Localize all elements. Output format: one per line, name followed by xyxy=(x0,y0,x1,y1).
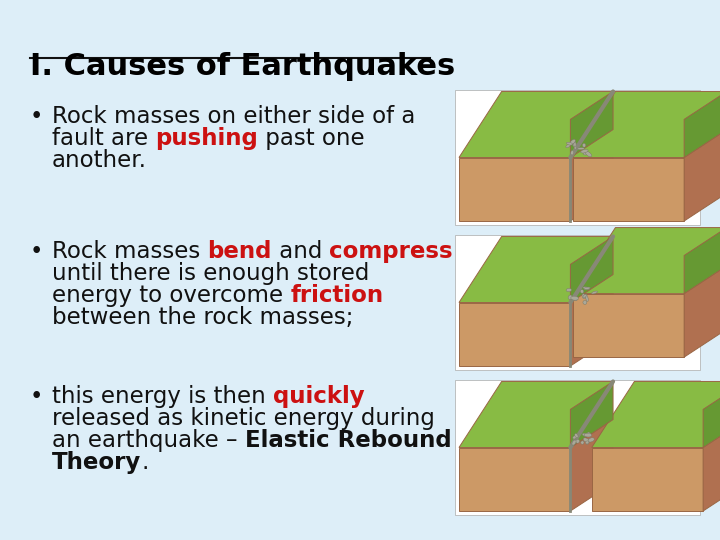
Ellipse shape xyxy=(583,438,589,442)
Ellipse shape xyxy=(582,143,586,147)
Ellipse shape xyxy=(583,294,587,298)
FancyBboxPatch shape xyxy=(455,235,700,370)
Ellipse shape xyxy=(583,153,587,155)
Polygon shape xyxy=(459,448,570,511)
Ellipse shape xyxy=(572,436,577,439)
Ellipse shape xyxy=(576,440,580,443)
Polygon shape xyxy=(703,420,720,511)
Ellipse shape xyxy=(584,287,590,289)
Polygon shape xyxy=(570,237,613,302)
Text: .: . xyxy=(141,451,148,474)
Ellipse shape xyxy=(585,294,588,301)
Ellipse shape xyxy=(587,438,590,444)
Polygon shape xyxy=(570,91,613,158)
Polygon shape xyxy=(703,381,720,448)
Polygon shape xyxy=(684,130,720,221)
Polygon shape xyxy=(573,158,684,221)
Polygon shape xyxy=(459,237,613,302)
Text: another.: another. xyxy=(52,149,147,172)
Ellipse shape xyxy=(574,142,576,147)
Ellipse shape xyxy=(580,289,584,293)
Text: until there is enough stored: until there is enough stored xyxy=(52,262,369,285)
Ellipse shape xyxy=(575,434,578,438)
Text: bend: bend xyxy=(207,240,272,263)
Text: I. Causes of Earthquakes: I. Causes of Earthquakes xyxy=(30,52,455,81)
Ellipse shape xyxy=(588,438,594,442)
Text: Elastic Rebound: Elastic Rebound xyxy=(245,429,451,452)
Ellipse shape xyxy=(582,294,585,299)
Polygon shape xyxy=(570,420,613,511)
Ellipse shape xyxy=(566,288,572,292)
Text: released as kinetic energy during: released as kinetic energy during xyxy=(52,407,435,430)
Ellipse shape xyxy=(572,440,576,445)
Ellipse shape xyxy=(570,139,575,144)
Text: Rock masses on either side of a: Rock masses on either side of a xyxy=(52,105,415,128)
Ellipse shape xyxy=(588,432,590,437)
Ellipse shape xyxy=(567,142,572,145)
Polygon shape xyxy=(684,91,720,158)
Ellipse shape xyxy=(573,141,576,146)
Ellipse shape xyxy=(585,151,592,157)
Text: an earthquake –: an earthquake – xyxy=(52,429,245,452)
Ellipse shape xyxy=(583,287,590,289)
Text: Rock masses: Rock masses xyxy=(52,240,207,263)
Polygon shape xyxy=(459,91,613,158)
Text: friction: friction xyxy=(290,284,384,307)
Ellipse shape xyxy=(577,147,585,150)
Text: •: • xyxy=(30,105,43,128)
Ellipse shape xyxy=(583,300,587,305)
FancyBboxPatch shape xyxy=(455,90,700,225)
Text: •: • xyxy=(30,240,43,263)
Polygon shape xyxy=(573,294,684,357)
Ellipse shape xyxy=(571,296,579,300)
Polygon shape xyxy=(592,448,703,511)
Text: Theory: Theory xyxy=(52,451,141,474)
Text: this energy is then: this energy is then xyxy=(52,385,273,408)
Ellipse shape xyxy=(566,144,570,147)
Ellipse shape xyxy=(582,433,588,436)
Text: fault are: fault are xyxy=(52,127,156,150)
Polygon shape xyxy=(459,158,570,221)
Polygon shape xyxy=(570,381,613,448)
Ellipse shape xyxy=(585,441,589,444)
Ellipse shape xyxy=(574,143,577,150)
Polygon shape xyxy=(570,274,613,366)
Text: and: and xyxy=(272,240,330,263)
Polygon shape xyxy=(573,91,720,158)
Text: compress: compress xyxy=(330,240,453,263)
Polygon shape xyxy=(459,302,570,366)
FancyBboxPatch shape xyxy=(455,380,700,515)
Polygon shape xyxy=(459,381,613,448)
Ellipse shape xyxy=(581,150,588,153)
Text: between the rock masses;: between the rock masses; xyxy=(52,306,354,329)
Text: •: • xyxy=(30,385,43,408)
Ellipse shape xyxy=(573,296,577,301)
Polygon shape xyxy=(570,130,613,221)
Text: energy to overcome: energy to overcome xyxy=(52,284,290,307)
Ellipse shape xyxy=(584,433,592,437)
Ellipse shape xyxy=(571,151,574,155)
Polygon shape xyxy=(684,266,720,357)
Polygon shape xyxy=(684,227,720,294)
Ellipse shape xyxy=(592,291,598,294)
Polygon shape xyxy=(573,227,720,294)
Text: quickly: quickly xyxy=(273,385,364,408)
Polygon shape xyxy=(592,381,720,448)
Text: pushing: pushing xyxy=(156,127,258,150)
Ellipse shape xyxy=(581,441,584,444)
Ellipse shape xyxy=(568,295,572,300)
Text: past one: past one xyxy=(258,127,365,150)
